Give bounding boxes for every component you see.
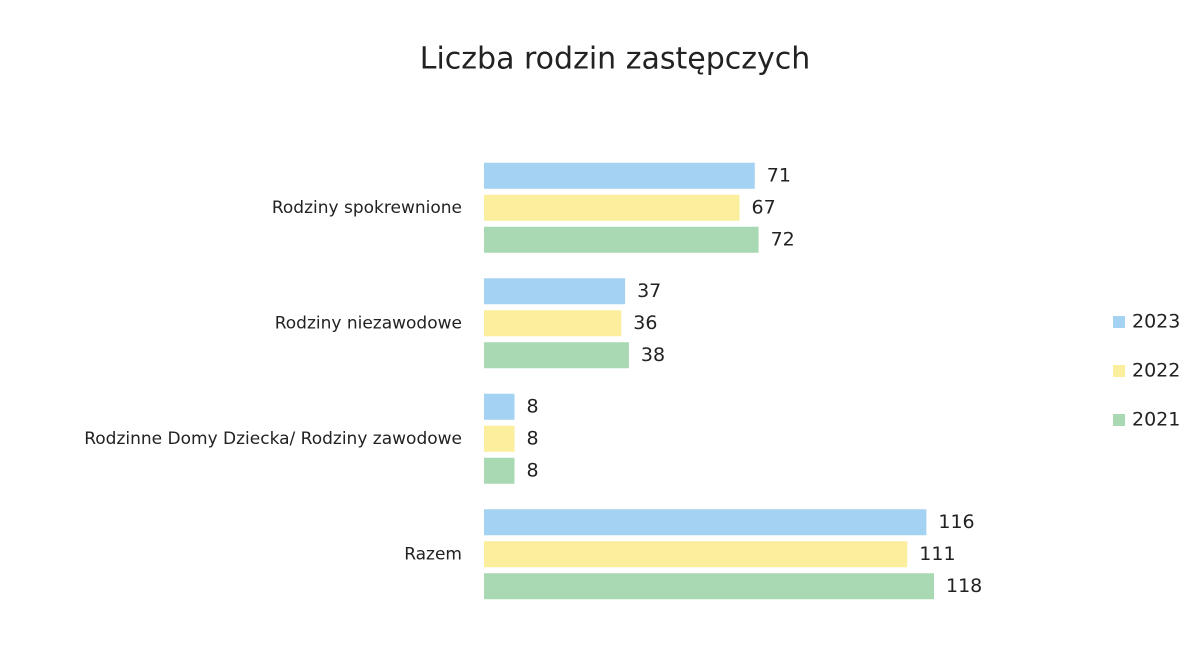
data-label: 111: [919, 543, 955, 565]
bar: [484, 162, 755, 189]
data-label: 116: [938, 511, 974, 533]
bar: [484, 457, 515, 484]
bar: [484, 194, 740, 221]
category-label: Rodzinne Domy Dziecka/ Rodziny zawodowe: [84, 429, 462, 449]
data-label: 67: [752, 196, 776, 218]
category-label: Rodziny niezawodowe: [275, 313, 462, 333]
data-label: 36: [633, 312, 657, 334]
data-label: 118: [946, 575, 982, 597]
chart-title: Liczba rodzin zastępczych: [420, 42, 810, 77]
bar: [484, 278, 626, 305]
data-label: 71: [767, 164, 791, 186]
data-label: 38: [641, 344, 665, 366]
legend-label: 2021: [1132, 409, 1180, 431]
legend-swatch: [1113, 316, 1125, 328]
bar: [484, 393, 515, 420]
bar: [484, 310, 622, 337]
category-label: Razem: [404, 544, 462, 564]
data-label: 8: [527, 395, 539, 417]
bar: [484, 425, 515, 452]
legend-label: 2023: [1132, 311, 1180, 333]
data-label: 72: [771, 228, 795, 250]
data-label: 37: [637, 280, 661, 302]
legend-swatch: [1113, 365, 1125, 377]
bar: [484, 342, 629, 369]
data-label: 8: [527, 427, 539, 449]
bar: [484, 226, 759, 253]
bar: [484, 509, 927, 536]
data-label: 8: [527, 459, 539, 481]
legend-label: 2022: [1132, 360, 1180, 382]
category-label: Rodziny spokrewnione: [272, 198, 462, 218]
bar: [484, 541, 908, 568]
legend-swatch: [1113, 414, 1125, 426]
bar: [484, 573, 934, 600]
